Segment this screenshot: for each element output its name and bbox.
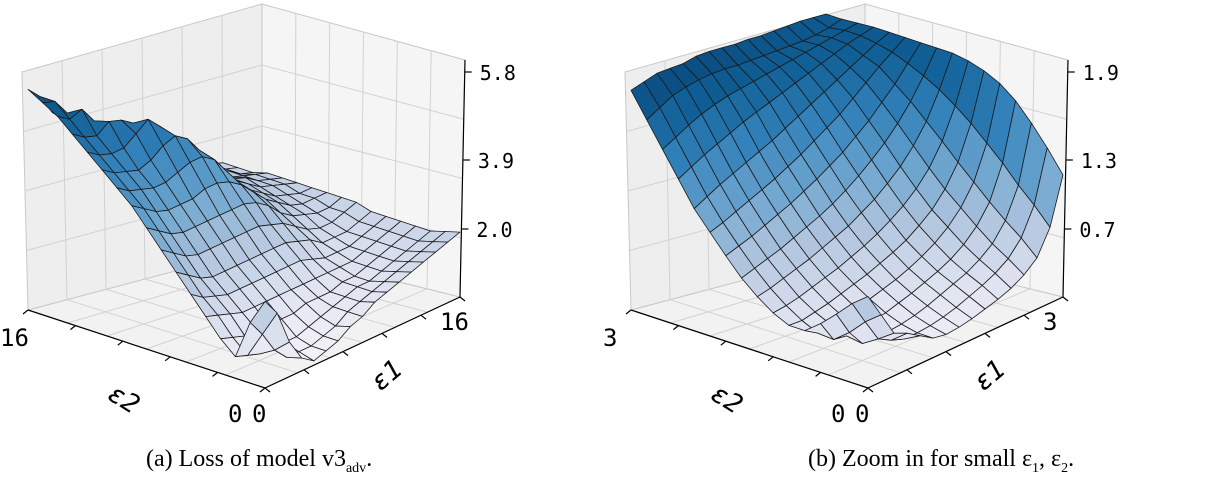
tick-mark bbox=[720, 340, 727, 346]
caption-b: (b) Zoom in for small ε1, ε2. bbox=[808, 446, 1075, 476]
grid-line bbox=[23, 64, 464, 132]
tick-mark bbox=[70, 325, 76, 331]
z-tick-label: 0.7 bbox=[1079, 218, 1115, 242]
surface bbox=[27, 88, 461, 362]
z-axis-line bbox=[1062, 59, 1069, 298]
e1-max-tick-label: 3 bbox=[1043, 308, 1057, 336]
tick-mark bbox=[264, 387, 271, 393]
e2-min-tick-label: 0 bbox=[228, 400, 242, 428]
e2-axis-label: ε2 bbox=[705, 378, 747, 420]
e1-axis-label: ε1 bbox=[365, 354, 408, 397]
axes bbox=[625, 59, 1075, 393]
caption-a: (a) Loss of model v3adv. bbox=[146, 446, 373, 476]
z-tick-label: 5.8 bbox=[480, 61, 516, 85]
z-axis-line bbox=[459, 59, 466, 298]
axes bbox=[22, 59, 472, 393]
e2-max-tick-label: 3 bbox=[603, 324, 617, 352]
tick-mark bbox=[625, 309, 632, 315]
surface-patch bbox=[249, 301, 278, 335]
z-tick-label: 1.9 bbox=[1083, 61, 1119, 85]
tick-mark bbox=[459, 296, 466, 302]
tick-mark bbox=[22, 309, 29, 315]
chart-panel-b: 1.9 1.3 0.7 3 0 0 3 ε2 ε1 (b) Zoom in for small … bbox=[603, 0, 1205, 479]
e2-min-tick-label: 0 bbox=[831, 400, 845, 428]
z-tick-label: 1.3 bbox=[1081, 149, 1117, 173]
tick-mark bbox=[259, 387, 266, 393]
e1-max-tick-label: 16 bbox=[440, 308, 469, 336]
z-tick-label: 3.9 bbox=[478, 149, 514, 173]
tick-mark bbox=[212, 371, 218, 377]
e2-max-tick-label: 16 bbox=[0, 324, 29, 352]
e2-axis-label: ε2 bbox=[102, 378, 144, 420]
tick-mark bbox=[1023, 314, 1030, 320]
e2-axis-line bbox=[27, 309, 266, 389]
tick-mark bbox=[673, 325, 679, 331]
chart-panel-a: 5.8 3.9 2.0 16 0 0 16 ε2 ε1 (a) Loss of model v3… bbox=[0, 0, 602, 479]
tick-mark bbox=[303, 369, 310, 375]
tick-mark bbox=[420, 314, 427, 320]
surface-plot-a: 5.8 3.9 2.0 16 0 0 16 ε2 ε1 bbox=[0, 3, 516, 428]
surface-plot-b: 1.9 1.3 0.7 3 0 0 3 ε2 ε1 bbox=[603, 3, 1119, 428]
tick-mark bbox=[906, 369, 913, 375]
e1-axis-label: ε1 bbox=[968, 354, 1011, 397]
e1-min-tick-label: 0 bbox=[252, 400, 266, 428]
surface-patch bbox=[851, 296, 882, 323]
surface bbox=[630, 13, 1064, 344]
tick-mark bbox=[767, 356, 774, 362]
tick-mark bbox=[945, 351, 952, 357]
tick-mark bbox=[381, 332, 388, 338]
e1-axis-line bbox=[264, 296, 461, 389]
tick-mark bbox=[984, 332, 991, 338]
tick-mark bbox=[862, 387, 869, 393]
tick-mark bbox=[815, 371, 821, 377]
e2-axis-line bbox=[630, 309, 869, 389]
tick-mark bbox=[342, 351, 349, 357]
tick-mark bbox=[1062, 296, 1069, 302]
tick-mark bbox=[867, 387, 874, 393]
tick-mark bbox=[117, 340, 124, 346]
tick-mark bbox=[164, 356, 171, 362]
e1-axis-line bbox=[867, 296, 1064, 389]
e1-min-tick-label: 0 bbox=[855, 400, 869, 428]
z-tick-label: 2.0 bbox=[476, 218, 512, 242]
